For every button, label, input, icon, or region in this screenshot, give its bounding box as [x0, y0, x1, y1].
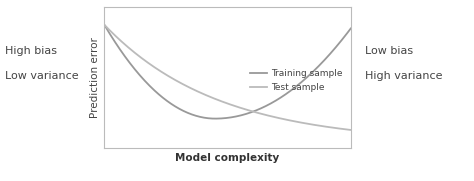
Test sample [252, 111, 258, 113]
Text: High bias: High bias [5, 46, 57, 56]
Training sample [348, 27, 354, 30]
Training sample [213, 117, 219, 120]
Test sample [247, 110, 253, 112]
Legend: Training sample, Test sample: Training sample, Test sample [247, 66, 346, 96]
Training sample [310, 71, 316, 73]
Test sample [101, 24, 107, 26]
Test sample [348, 129, 354, 131]
Training sample [102, 25, 108, 27]
Training sample [101, 24, 107, 26]
Text: High variance: High variance [365, 71, 443, 81]
Test sample [325, 126, 330, 128]
Training sample [249, 111, 255, 113]
Text: Low variance: Low variance [5, 71, 78, 81]
Y-axis label: Prediction error: Prediction error [90, 37, 100, 118]
Text: Low bias: Low bias [365, 46, 413, 56]
Line: Training sample: Training sample [104, 25, 351, 119]
Training sample [248, 111, 254, 113]
Test sample [248, 110, 254, 112]
Training sample [326, 54, 331, 57]
Test sample [102, 24, 108, 27]
X-axis label: Model complexity: Model complexity [175, 153, 280, 163]
Test sample [309, 123, 315, 126]
Training sample [253, 109, 259, 111]
Line: Test sample: Test sample [104, 25, 351, 130]
